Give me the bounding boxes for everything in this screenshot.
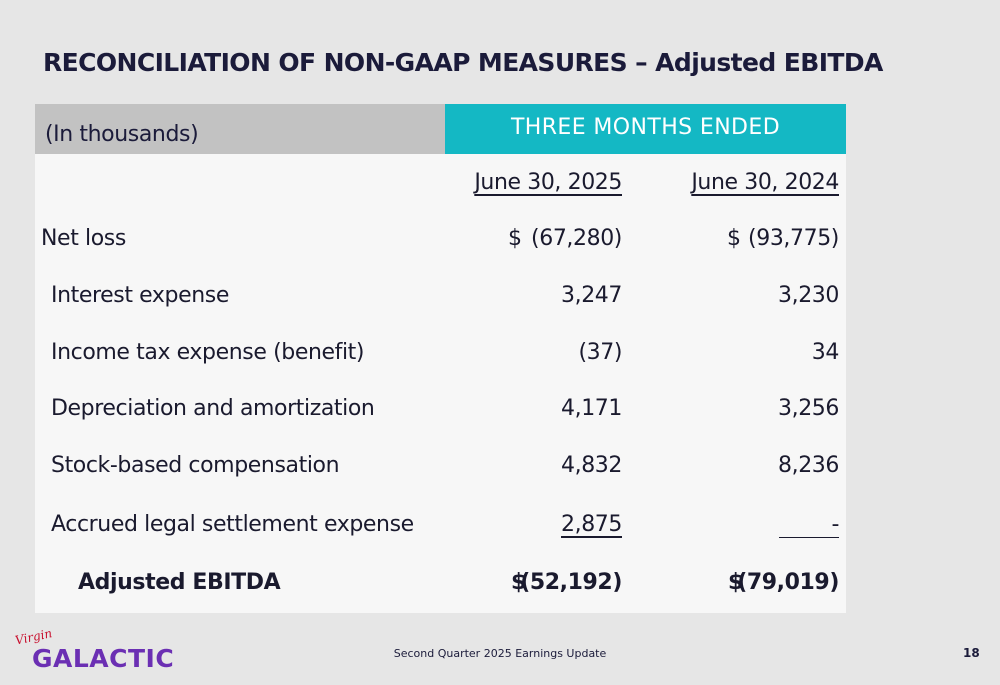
row-label: Stock-based compensation xyxy=(51,453,340,478)
table-row-depreciation: Depreciation and amortization 4,171 3,25… xyxy=(35,396,846,436)
value-2025: 4,832 xyxy=(561,453,622,478)
row-label: Net loss xyxy=(41,226,126,251)
reconciliation-table: (In thousands) THREE MONTHS ENDED June 3… xyxy=(35,104,846,613)
row-label: Depreciation and amortization xyxy=(51,396,375,421)
table-row-adjusted-ebitda: Adjusted EBITDA $ (52,192) $ (79,019) xyxy=(35,570,846,610)
value-2024: - xyxy=(779,512,839,538)
currency-symbol: $ xyxy=(511,570,527,595)
currency-symbol: $ xyxy=(727,226,741,251)
column-header-2024: June 30, 2024 xyxy=(691,170,839,195)
value-2025: 3,247 xyxy=(561,283,622,308)
value-2024: 3,230 xyxy=(778,283,839,308)
value-2025: 4,171 xyxy=(561,396,622,421)
column-header-2025: June 30, 2025 xyxy=(474,170,622,195)
currency-symbol: $ xyxy=(508,226,522,251)
value-2025: (67,280) xyxy=(531,226,622,251)
currency-symbol: $ xyxy=(728,570,744,595)
value-2025: (52,192) xyxy=(520,570,622,595)
table-row-net-loss: Net loss $ (67,280) $ (93,775) xyxy=(35,226,846,266)
value-2024: (93,775) xyxy=(748,226,839,251)
slide-title: RECONCILIATION OF NON-GAAP MEASURES – Ad… xyxy=(43,48,883,77)
logo-graphic: Virgin GALACTIC xyxy=(14,626,174,673)
row-label: Adjusted EBITDA xyxy=(78,570,281,595)
table-row-stock-based-compensation: Stock-based compensation 4,832 8,236 xyxy=(35,453,846,493)
value-2024: 34 xyxy=(811,340,840,365)
row-label: Accrued legal settlement expense xyxy=(51,512,414,537)
table-row-income-tax: Income tax expense (benefit) (37) 34 xyxy=(35,340,846,380)
units-label: (In thousands) xyxy=(45,122,199,147)
value-2025: 2,875 xyxy=(561,512,622,537)
value-2024: (79,019) xyxy=(737,570,839,595)
table-row-interest-expense: Interest expense 3,247 3,230 xyxy=(35,283,846,323)
table-row-accrued-legal: Accrued legal settlement expense 2,875 - xyxy=(35,512,846,552)
value-2025: (37) xyxy=(578,340,622,365)
period-header: THREE MONTHS ENDED xyxy=(510,115,781,140)
logo-word: GALACTIC xyxy=(32,644,174,673)
units-header-cell: (In thousands) xyxy=(35,104,445,154)
value-2024: 8,236 xyxy=(778,453,839,478)
footer-caption: Second Quarter 2025 Earnings Update xyxy=(393,647,607,660)
value-2024: 3,256 xyxy=(778,396,839,421)
row-label: Income tax expense (benefit) xyxy=(51,340,365,365)
page-number: 18 xyxy=(963,646,980,660)
virgin-galactic-logo: Virgin GALACTIC xyxy=(14,625,174,675)
row-label: Interest expense xyxy=(51,283,229,308)
period-header-cell: THREE MONTHS ENDED xyxy=(445,104,846,154)
